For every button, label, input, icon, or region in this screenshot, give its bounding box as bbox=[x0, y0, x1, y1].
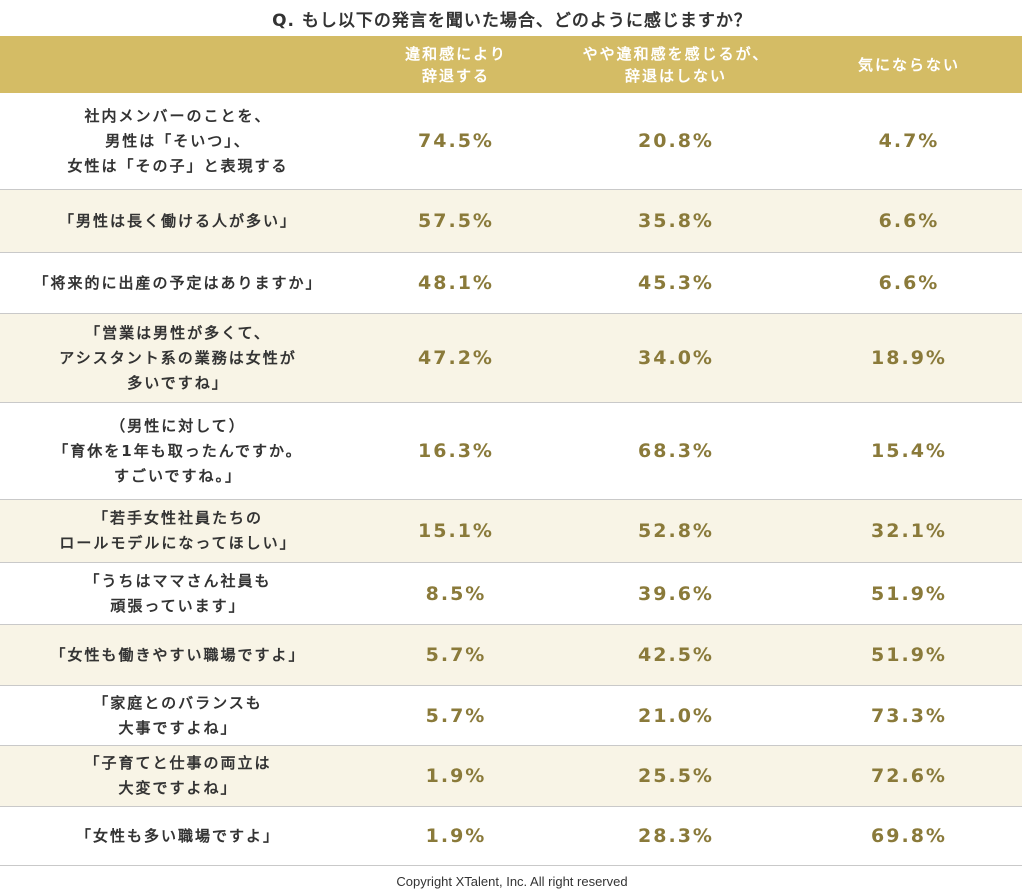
row-statement: （男性に対して） 「育休を1年も取ったんですか。 すごいですね。」 bbox=[53, 416, 303, 485]
row-statement: 「家庭とのバランスも 大事ですよね」 bbox=[93, 693, 263, 737]
table-row: 「営業は男性が多くて、 アシスタント系の業務は女性が 多いですね」 47.2% 34… bbox=[0, 314, 1022, 403]
table-row: 「女性も多い職場ですよ」 1.9% 28.3% 69.8% bbox=[0, 807, 1022, 866]
value-decline: 16.3% bbox=[418, 440, 494, 462]
row-statement: 「若手女性社員たちの ロールモデルになってほしい」 bbox=[59, 509, 297, 552]
value-decline: 5.7% bbox=[425, 644, 487, 666]
table-row: 「うちはママさん社員も 頑張っています」 8.5% 39.6% 51.9% bbox=[0, 563, 1022, 625]
value-not-bothered: 32.1% bbox=[871, 520, 947, 542]
value-slight-discomfort: 35.8% bbox=[638, 210, 714, 232]
survey-table: 違和感により 辞退する やや違和感を感じるが、 辞退はしない 気にならない 社内… bbox=[0, 36, 1022, 866]
table-row: 「家庭とのバランスも 大事ですよね」 5.7% 21.0% 73.3% bbox=[0, 686, 1022, 746]
value-not-bothered: 51.9% bbox=[871, 582, 947, 605]
value-slight-discomfort: 45.3% bbox=[638, 272, 714, 294]
header-col-decline: 違和感により 辞退する bbox=[405, 44, 507, 85]
value-slight-discomfort: 34.0% bbox=[638, 347, 714, 369]
copyright-footer: Copyright XTalent, Inc. All right reserv… bbox=[396, 873, 628, 889]
value-not-bothered: 4.7% bbox=[878, 130, 940, 152]
value-slight-discomfort: 28.3% bbox=[638, 825, 714, 847]
value-not-bothered: 6.6% bbox=[878, 272, 940, 294]
row-statement: 「女性も多い職場ですよ」 bbox=[75, 826, 280, 845]
value-decline: 1.9% bbox=[425, 765, 487, 787]
value-not-bothered: 73.3% bbox=[871, 704, 947, 727]
table-row: 社内メンバーのことを、 男性は「そいつ」、 女性は「その子」と表現する 74.5%… bbox=[0, 93, 1022, 190]
value-slight-discomfort: 68.3% bbox=[638, 440, 714, 462]
value-slight-discomfort: 42.5% bbox=[638, 644, 714, 666]
value-slight-discomfort: 25.5% bbox=[638, 765, 714, 787]
row-statement: 「営業は男性が多くて、 アシスタント系の業務は女性が 多いですね」 bbox=[59, 323, 297, 392]
chart-title: Q. もし以下の発言を聞いた場合、どのように感じますか？ bbox=[272, 10, 752, 31]
value-not-bothered: 6.6% bbox=[878, 210, 940, 232]
value-not-bothered: 18.9% bbox=[871, 347, 947, 369]
table-row: 「将来的に出産の予定はありますか」 48.1% 45.3% 6.6% bbox=[0, 253, 1022, 314]
value-decline: 74.5% bbox=[418, 130, 494, 152]
value-not-bothered: 51.9% bbox=[871, 644, 947, 666]
row-statement: 社内メンバーのことを、 男性は「そいつ」、 女性は「その子」と表現する bbox=[67, 106, 289, 175]
table-row: （男性に対して） 「育休を1年も取ったんですか。 すごいですね。」 16.3% 68… bbox=[0, 403, 1022, 500]
value-decline: 15.1% bbox=[418, 520, 494, 542]
value-slight-discomfort: 21.0% bbox=[638, 704, 714, 727]
value-slight-discomfort: 39.6% bbox=[638, 582, 714, 605]
row-statement: 「うちはママさん社員も 頑張っています」 bbox=[84, 571, 272, 615]
value-not-bothered: 69.8% bbox=[871, 825, 947, 847]
table-body: 社内メンバーのことを、 男性は「そいつ」、 女性は「その子」と表現する 74.5%… bbox=[0, 93, 1022, 866]
table-row: 「女性も働きやすい職場ですよ」 5.7% 42.5% 51.9% bbox=[0, 625, 1022, 686]
value-decline: 57.5% bbox=[418, 210, 494, 232]
row-statement: 「子育てと仕事の両立は 大変ですよね」 bbox=[84, 754, 272, 797]
value-decline: 5.7% bbox=[425, 704, 487, 727]
table-row: 「男性は長く働ける人が多い」 57.5% 35.8% 6.6% bbox=[0, 190, 1022, 253]
value-decline: 47.2% bbox=[418, 347, 494, 369]
row-statement: 「将来的に出産の予定はありますか」 bbox=[33, 273, 323, 292]
value-slight-discomfort: 20.8% bbox=[638, 130, 714, 152]
table-row: 「子育てと仕事の両立は 大変ですよね」 1.9% 25.5% 72.6% bbox=[0, 746, 1022, 807]
header-col-not-bothered: 気にならない bbox=[857, 55, 960, 74]
row-statement: 「男性は長く働ける人が多い」 bbox=[58, 211, 297, 230]
value-decline: 1.9% bbox=[425, 825, 487, 847]
table-header: 違和感により 辞退する やや違和感を感じるが、 辞退はしない 気にならない bbox=[0, 36, 1022, 93]
header-col-slight-discomfort: やや違和感を感じるが、 辞退はしない bbox=[582, 44, 770, 85]
value-decline: 48.1% bbox=[418, 272, 494, 294]
value-not-bothered: 15.4% bbox=[871, 440, 947, 462]
value-not-bothered: 72.6% bbox=[871, 765, 947, 787]
value-slight-discomfort: 52.8% bbox=[638, 520, 714, 542]
row-statement: 「女性も働きやすい職場ですよ」 bbox=[50, 645, 306, 664]
value-decline: 8.5% bbox=[425, 582, 487, 605]
table-row: 「若手女性社員たちの ロールモデルになってほしい」 15.1% 52.8% 32.1% bbox=[0, 500, 1022, 563]
